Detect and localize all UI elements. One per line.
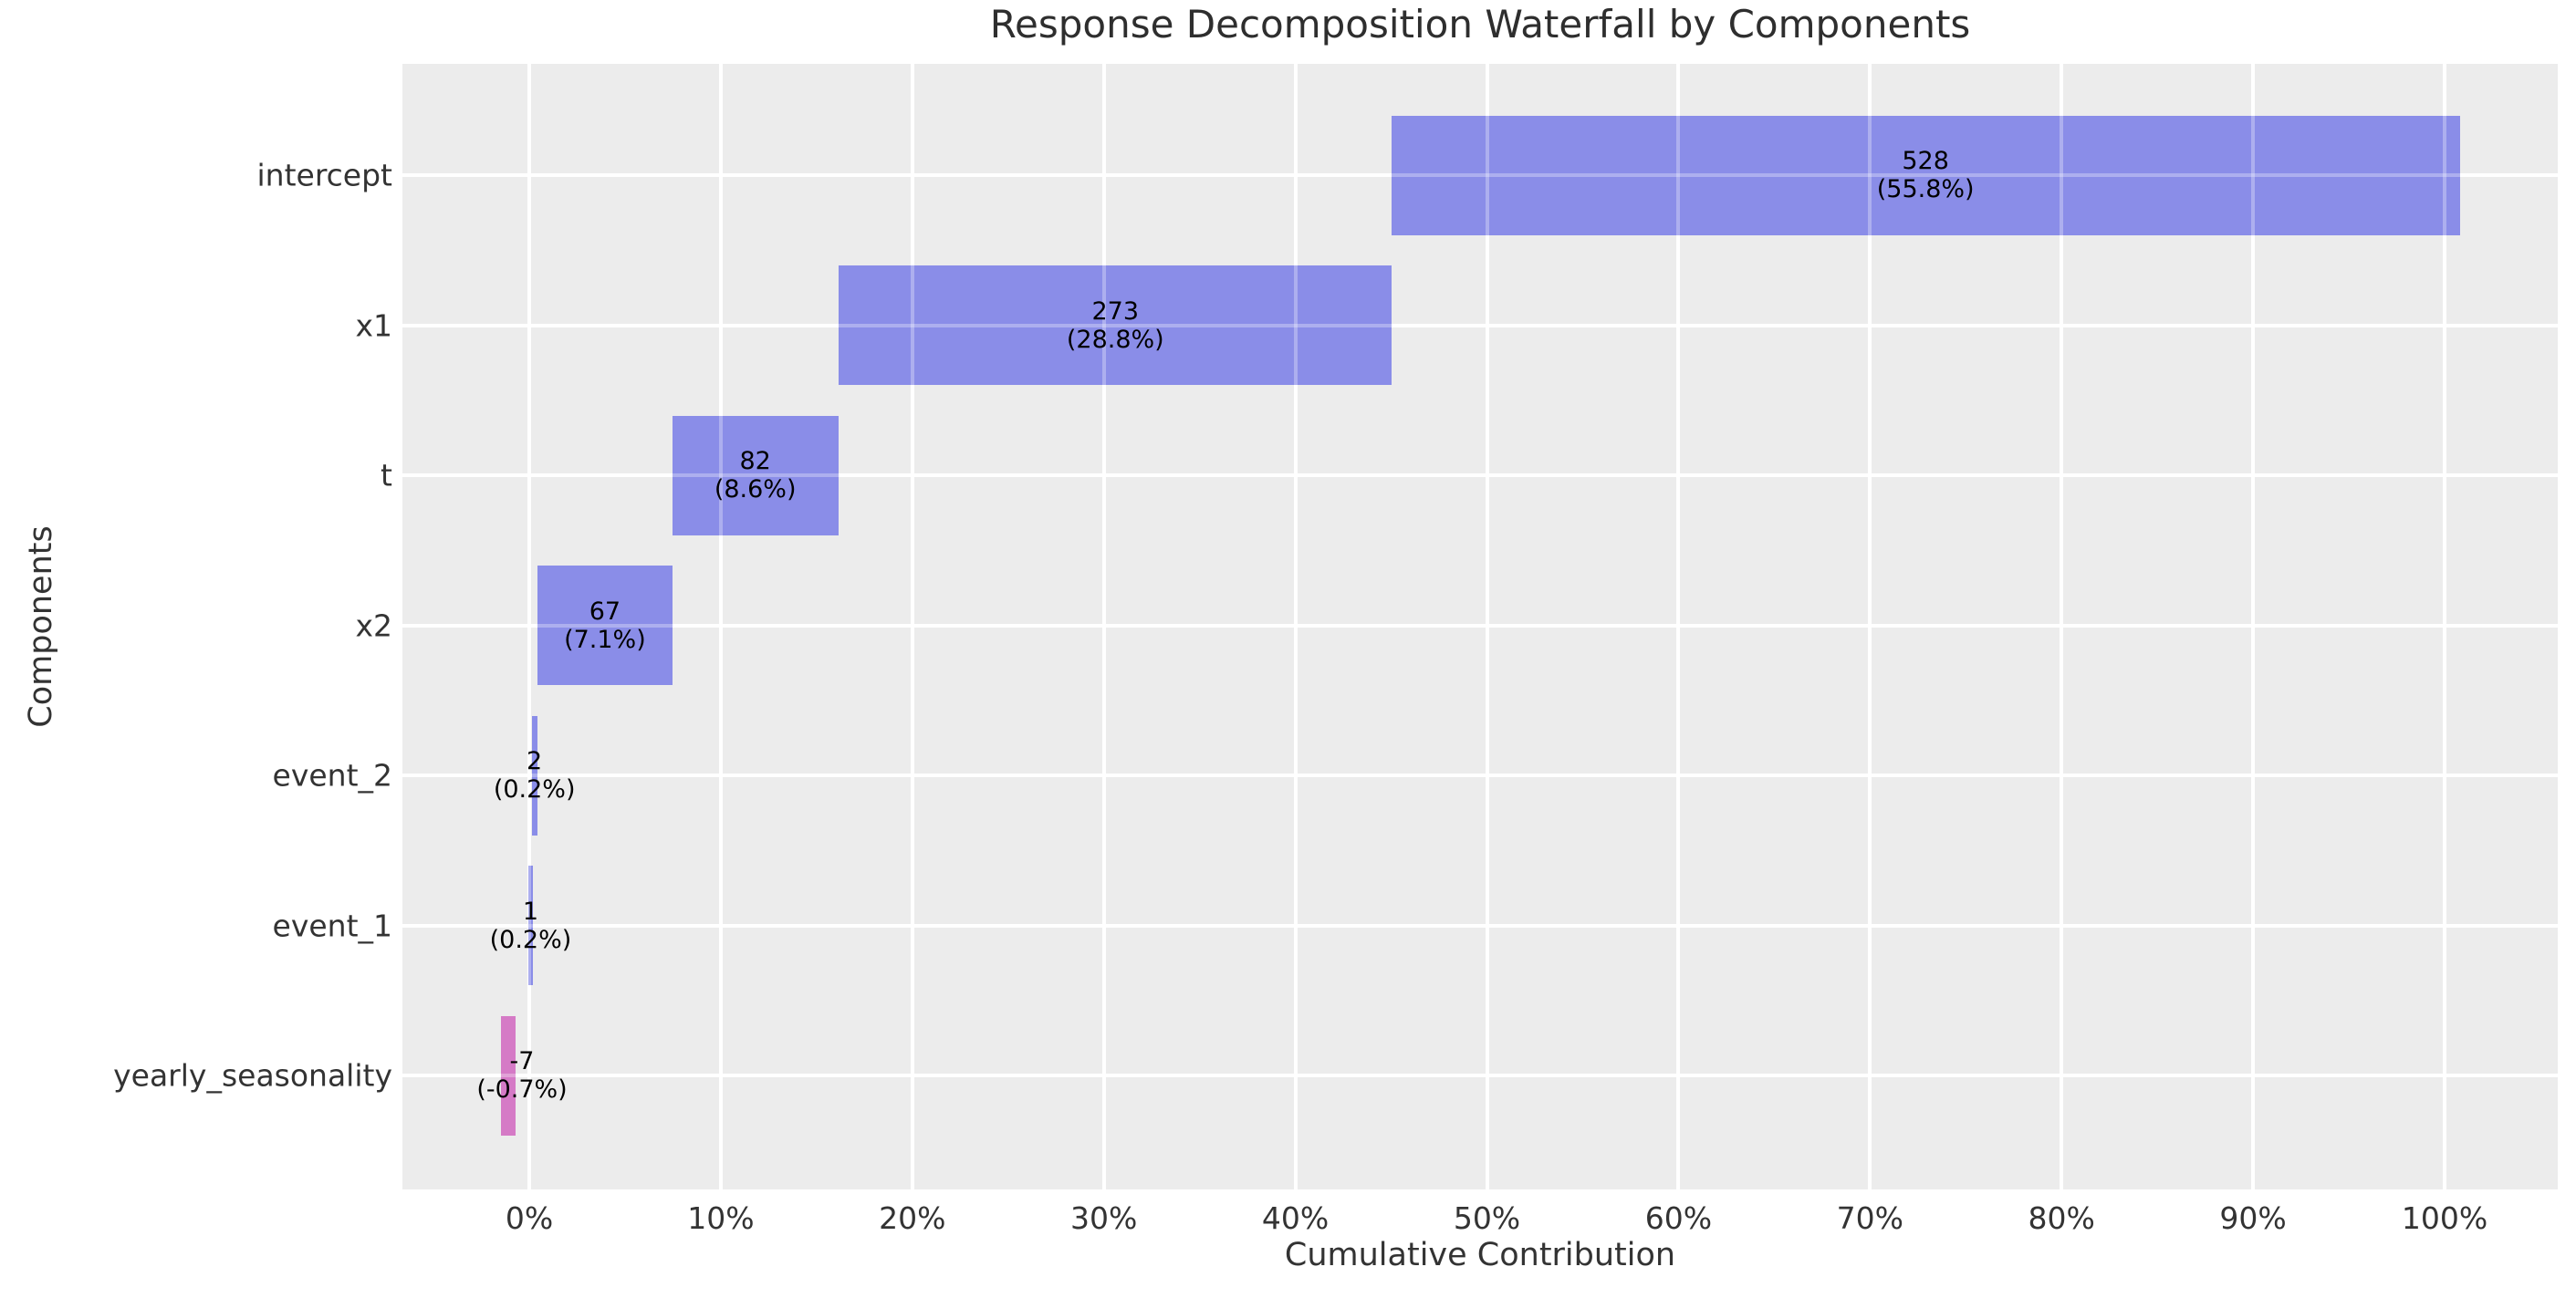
bar-event_1 — [528, 866, 533, 985]
grid-line-horizontal-overlay — [402, 173, 2558, 177]
plot-area: 528 (55.8%) 273 (28.8%) 82 (8.6%) 67 (7.1%) 2 (0.… — [402, 64, 2558, 1189]
grid-line-horizontal-overlay — [402, 774, 2558, 777]
grid-line-vertical-overlay — [1868, 64, 1872, 1189]
bar-percent-text: (-0.7%) — [476, 1075, 568, 1104]
y-tick-label-x2: x2 — [355, 607, 392, 643]
bar-label-yearly_seasonality: -7 (-0.7%) — [476, 1047, 567, 1104]
bar-t — [673, 415, 840, 535]
y-tick-label-intercept: intercept — [256, 157, 393, 193]
grid-line-horizontal-overlay — [402, 323, 2558, 327]
grid-line-vertical-overlay — [718, 64, 723, 1189]
y-tick-label-t: t — [381, 457, 392, 493]
grid-line-horizontal-overlay — [402, 623, 2558, 628]
bar-label-intercept: 528 (55.8%) — [1877, 147, 1975, 203]
x-tick-label-10%: 10% — [687, 1200, 755, 1236]
grid-line-vertical-overlay — [2443, 64, 2446, 1189]
grid-line-horizontal — [402, 1074, 2558, 1077]
grid-line-horizontal — [402, 623, 2558, 628]
bar-percent-text: (55.8%) — [1876, 175, 1975, 203]
bar-value-text: -7 — [509, 1047, 535, 1075]
grid-line-horizontal — [402, 923, 2558, 928]
bar-value-text: 82 — [739, 447, 771, 475]
grid-line-horizontal — [402, 323, 2558, 327]
x-axis-label: Cumulative Contribution — [1284, 1237, 1676, 1273]
x-tick-label-60%: 60% — [1644, 1200, 1713, 1236]
grid-line-vertical-overlay — [527, 64, 531, 1189]
grid-line-horizontal-overlay — [402, 923, 2558, 928]
x-tick-label-80%: 80% — [2028, 1200, 2095, 1236]
x-tick-label-20%: 20% — [879, 1200, 946, 1236]
bar-percent-text: (28.8%) — [1066, 325, 1164, 354]
bar-label-event_2: 2 (0.2%) — [494, 747, 576, 804]
bar-percent-text: (8.6%) — [714, 475, 797, 504]
grid-line-horizontal-overlay — [402, 473, 2558, 477]
x-tick-label-50%: 50% — [1453, 1200, 1521, 1236]
bar-x1 — [839, 265, 1392, 385]
x-tick-label-30%: 30% — [1070, 1200, 1138, 1236]
bar-label-t: 82 (8.6%) — [714, 447, 797, 504]
bar-percent-text: (7.1%) — [564, 625, 646, 654]
y-tick-label-yearly_seasonality: yearly_seasonality — [113, 1057, 392, 1094]
grid-line-vertical-overlay — [2251, 64, 2256, 1189]
y-tick-label-event_2: event_2 — [272, 757, 392, 794]
gridlines-over-layer — [402, 64, 2558, 1189]
bar-labels-layer: 528 (55.8%) 273 (28.8%) 82 (8.6%) 67 (7.1%) 2 (0.… — [402, 64, 2558, 1189]
bar-percent-text: (0.2%) — [493, 775, 576, 804]
x-tick-label-70%: 70% — [1836, 1200, 1903, 1236]
bar-label-event_1: 1 (0.2%) — [490, 898, 572, 954]
bar-value-text: 2 — [527, 747, 543, 775]
grid-line-horizontal-overlay — [402, 1074, 2558, 1077]
grid-line-horizontal — [402, 473, 2558, 477]
bar-value-text: 273 — [1091, 296, 1140, 326]
grid-line-vertical-overlay — [2060, 64, 2064, 1189]
grid-line-vertical-overlay — [1101, 64, 1106, 1189]
grid-line-horizontal — [402, 774, 2558, 777]
bar-yearly_seasonality — [500, 1015, 516, 1136]
bars-layer — [402, 64, 2558, 1189]
y-tick-label-x1: x1 — [355, 307, 392, 343]
x-tick-label-40%: 40% — [1261, 1200, 1330, 1236]
bar-intercept — [1391, 115, 2460, 235]
x-tick-label-0%: 0% — [505, 1200, 554, 1236]
grid-line-vertical-overlay — [1485, 64, 1489, 1189]
bar-value-text: 1 — [522, 897, 539, 926]
grid-line-vertical-overlay — [1676, 64, 1681, 1189]
bar-label-x1: 273 (28.8%) — [1067, 297, 1164, 354]
bar-value-text: 67 — [589, 597, 621, 626]
bar-value-text: 528 — [1902, 147, 1949, 175]
x-tick-label-100%: 100% — [2401, 1200, 2488, 1236]
x-tick-label-90%: 90% — [2219, 1200, 2287, 1236]
bar-event_2 — [531, 715, 537, 836]
chart-title: Response Decomposition Waterfall by Comp… — [989, 2, 1971, 47]
y-tick-label-event_1: event_1 — [272, 908, 392, 943]
bar-label-x2: 67 (7.1%) — [564, 597, 646, 654]
bar-percent-text: (0.2%) — [489, 925, 572, 954]
grid-line-vertical-overlay — [910, 64, 914, 1189]
grid-line-vertical-overlay — [1293, 64, 1298, 1189]
bar-x2 — [537, 566, 673, 685]
y-axis-label: Components — [23, 525, 59, 728]
